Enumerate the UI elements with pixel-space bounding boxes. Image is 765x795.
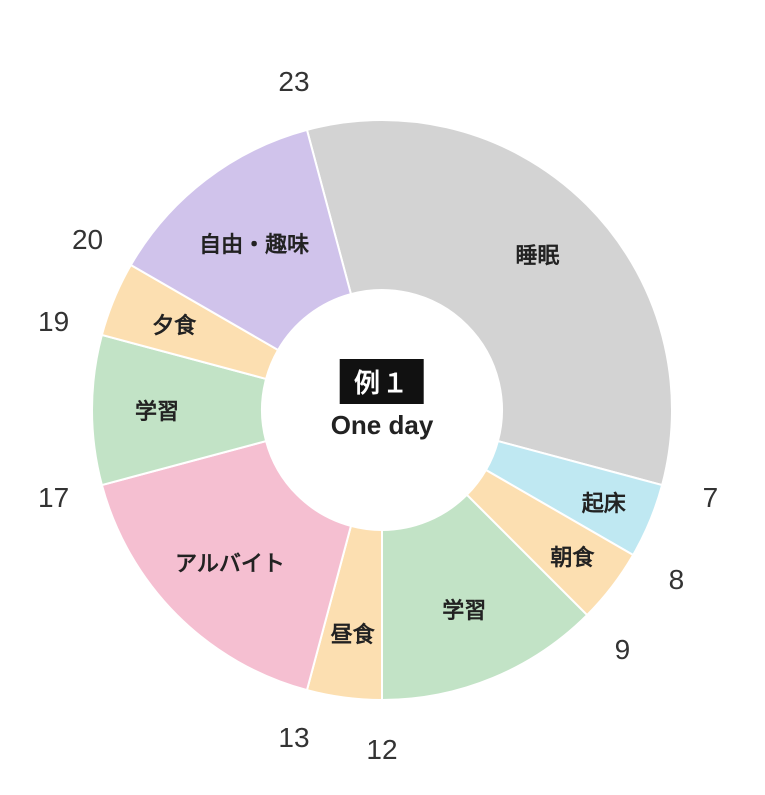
- hour-label: 19: [38, 306, 69, 338]
- hour-label: 12: [366, 734, 397, 766]
- center-badge: 例１: [340, 359, 424, 404]
- hour-label: 17: [38, 482, 69, 514]
- hour-label: 7: [703, 482, 719, 514]
- chart-center-label: 例１ One day: [331, 359, 434, 441]
- hour-label: 13: [278, 722, 309, 754]
- hour-label: 20: [72, 224, 103, 256]
- center-subtitle: One day: [331, 410, 434, 441]
- hour-label: 9: [615, 634, 631, 666]
- slice-label: 昼食: [331, 617, 375, 649]
- slice-label: 睡眠: [516, 238, 560, 270]
- slice-label: 夕食: [152, 308, 196, 340]
- daily-schedule-donut-chart: 例１ One day 睡眠起床朝食学習昼食アルバイト学習夕食自由・趣味23789…: [0, 0, 765, 795]
- slice-label: 学習: [442, 593, 486, 625]
- slice-label: 起床: [582, 486, 626, 518]
- slice-label: 学習: [135, 394, 179, 426]
- slice-label: 朝食: [550, 540, 594, 572]
- slice-label: 自由・趣味: [199, 227, 309, 259]
- slice-label: アルバイト: [175, 546, 285, 578]
- hour-label: 8: [669, 564, 685, 596]
- hour-label: 23: [278, 66, 309, 98]
